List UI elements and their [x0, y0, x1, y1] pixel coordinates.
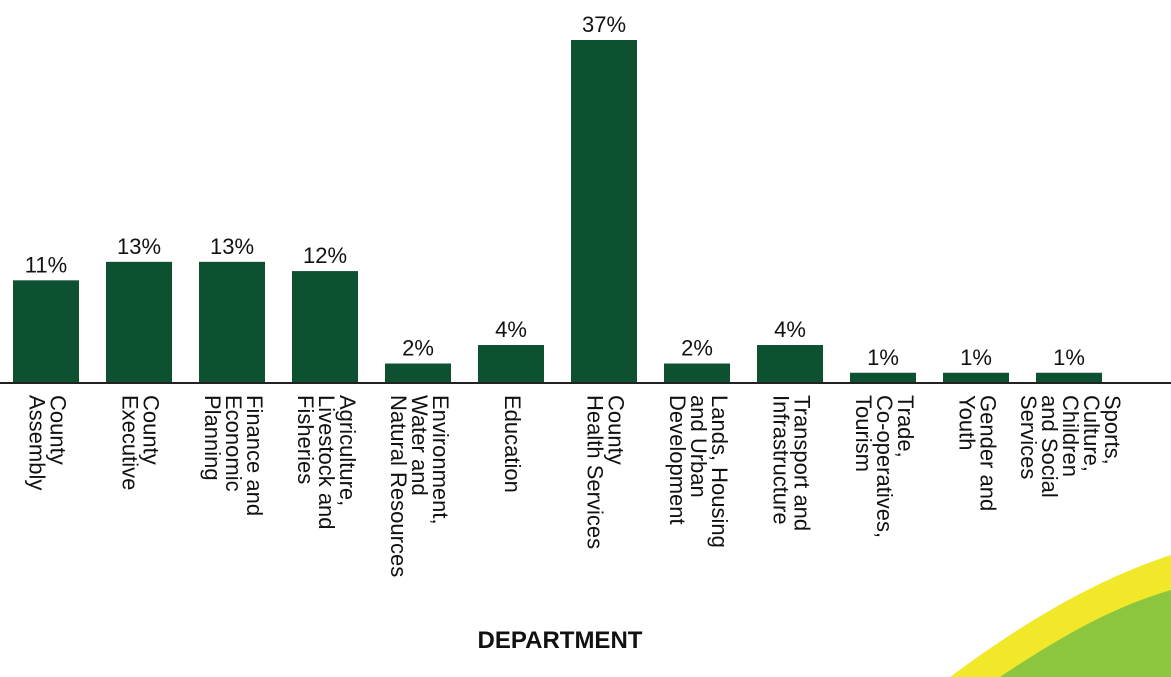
x-tick-label: Trade,Co-operatives,Tourism [851, 395, 918, 538]
x-tick-label: CountyHealth Services [583, 395, 629, 549]
value-label: 4% [495, 317, 527, 342]
bar [664, 363, 730, 382]
value-label: 12% [303, 243, 347, 268]
value-label: 1% [960, 345, 992, 370]
x-tick-label: CountyExecutive [118, 395, 164, 490]
value-label: 13% [117, 234, 161, 259]
x-tick-label: Finance andEconomicPlanning [200, 395, 267, 516]
value-label: 2% [402, 336, 434, 361]
bar [106, 261, 172, 382]
x-tick-label: Sports,Culture,Childrenand SocialService… [1016, 395, 1125, 498]
value-label: 37% [582, 12, 626, 37]
x-tick-label: Transport andInfrastructure [769, 395, 815, 531]
bar [571, 40, 637, 382]
value-label: 11% [25, 252, 67, 277]
value-label: 1% [867, 345, 899, 370]
x-axis-title: DEPARTMENT [478, 627, 643, 654]
bar [478, 345, 544, 382]
x-tick-label: Lands, Housingand UrbanDevelopment [665, 395, 732, 548]
value-label: 4% [774, 317, 806, 342]
value-label: 1% [1053, 345, 1085, 370]
x-tick-label: Gender andYouth [955, 395, 1001, 511]
x-tick-label: Education [500, 395, 525, 493]
bar [292, 271, 358, 382]
bar [199, 261, 265, 382]
value-label: 13% [210, 234, 254, 259]
bar [757, 345, 823, 382]
bar [385, 363, 451, 382]
bar [13, 280, 79, 382]
bar [850, 372, 916, 382]
bar [1036, 372, 1102, 382]
x-tick-label: CountyAssembly [25, 395, 71, 490]
x-tick-label: Environment,Water andNatural Resources [386, 395, 453, 577]
value-label: 2% [681, 336, 713, 361]
bar [943, 372, 1009, 382]
decor-swoosh [1000, 590, 1171, 677]
x-tick-label: Agriculture,Livestock andFisheries [293, 395, 360, 530]
